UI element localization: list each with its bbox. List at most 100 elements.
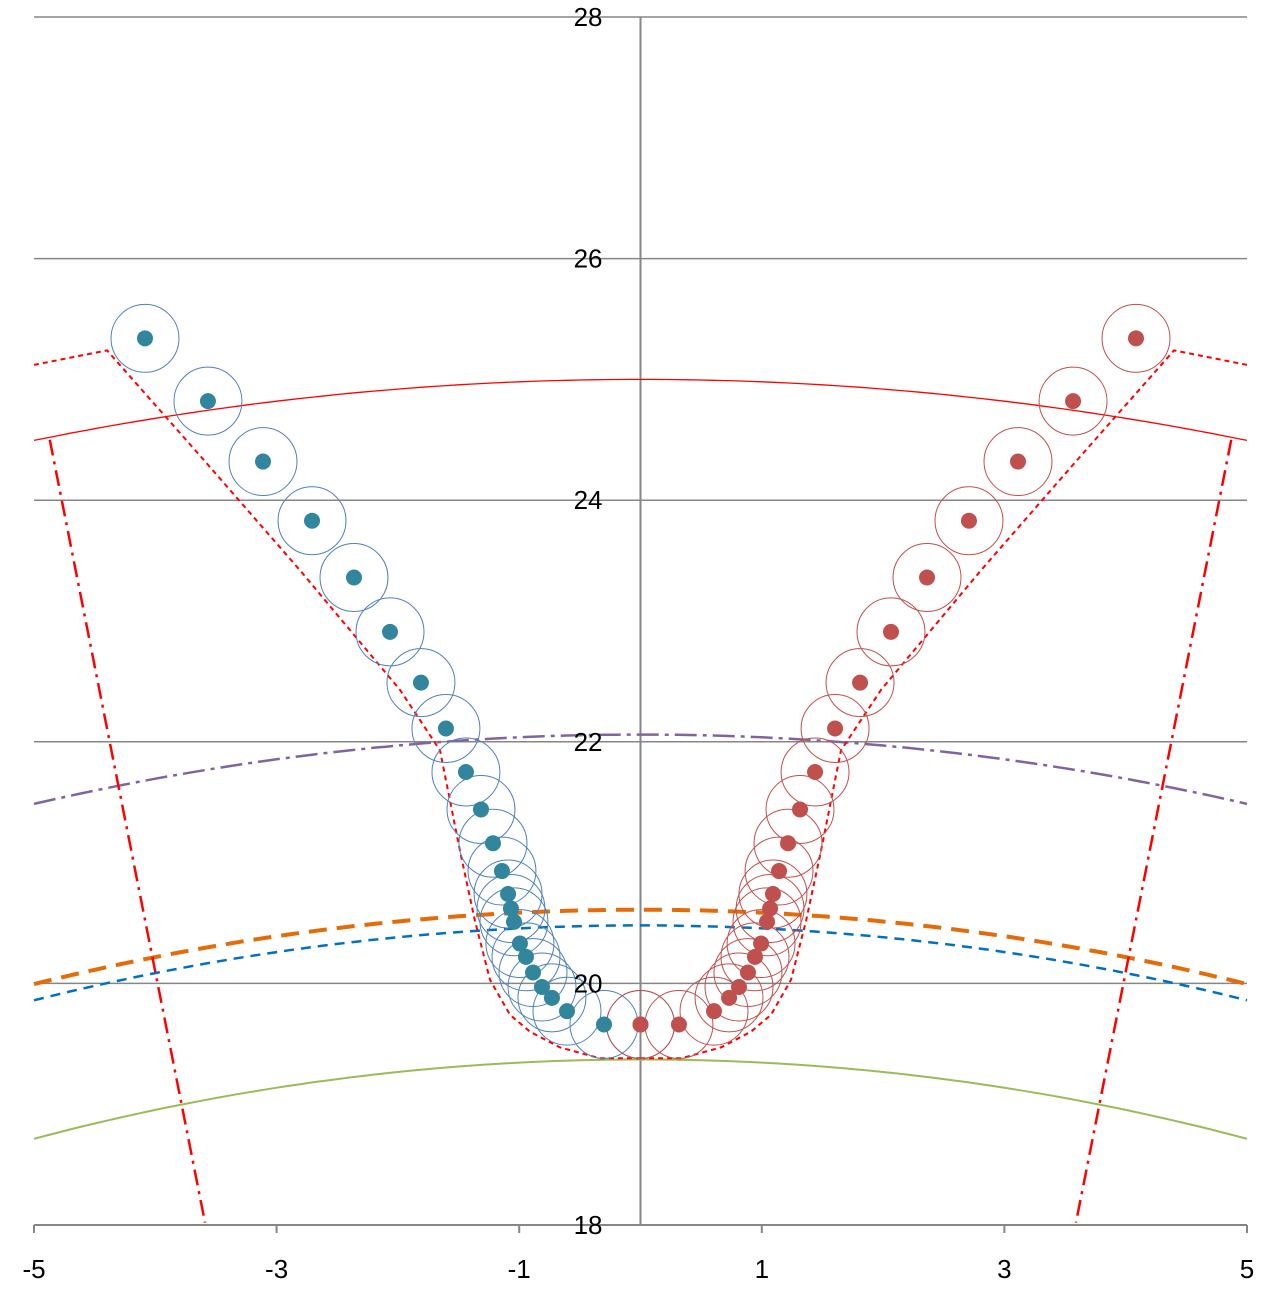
data-point	[543, 989, 560, 1006]
data-point	[525, 964, 542, 981]
data-point	[632, 1016, 649, 1033]
data-point	[493, 863, 510, 880]
data-point	[304, 512, 321, 529]
data-point	[762, 900, 779, 917]
radial-line-left	[48, 439, 207, 1223]
data-point	[1065, 393, 1082, 410]
point-ring	[704, 952, 774, 1022]
point-ring	[277, 486, 347, 556]
point-ring	[726, 909, 796, 979]
point-ring	[934, 486, 1004, 556]
data-point	[919, 569, 936, 586]
data-point	[484, 835, 501, 852]
point-ring	[765, 774, 835, 844]
data-point	[882, 623, 899, 640]
pitch-circle	[33, 733, 1248, 806]
point-ring	[431, 737, 501, 807]
data-point	[345, 569, 362, 586]
data-point	[739, 964, 756, 981]
point-ring	[110, 303, 180, 373]
tooth-profile-right	[640, 349, 1248, 1060]
y-tick-label: 22	[574, 727, 603, 757]
point-ring	[446, 774, 516, 844]
data-point	[1128, 330, 1145, 347]
data-point	[500, 886, 517, 903]
point-ring	[753, 808, 823, 878]
y-tick-label: 18	[574, 1210, 603, 1240]
point-ring	[386, 648, 456, 718]
data-point	[517, 948, 534, 965]
point-ring	[892, 543, 962, 612]
point-ring	[983, 427, 1053, 497]
point-ring	[228, 427, 298, 497]
profile-curves	[33, 349, 1248, 1223]
y-tick-label: 24	[574, 485, 603, 515]
data-point	[505, 913, 522, 930]
data-point	[706, 1003, 723, 1020]
data-point	[753, 935, 770, 952]
y-tick-label: 28	[574, 2, 603, 32]
point-ring	[467, 836, 537, 906]
data-point	[747, 948, 764, 965]
data-point	[558, 1003, 575, 1020]
x-tick-label: 1	[755, 1254, 769, 1284]
data-point	[412, 674, 429, 691]
point-ring	[517, 963, 587, 1033]
data-point	[511, 935, 528, 952]
tip-circle	[33, 378, 1248, 442]
data-point	[730, 979, 747, 996]
point-ring	[679, 976, 749, 1046]
data-point	[780, 835, 797, 852]
data-point	[771, 863, 788, 880]
axes	[33, 17, 1248, 1233]
point-ring	[507, 952, 577, 1022]
point-ring	[319, 543, 389, 612]
point-ring	[411, 694, 481, 763]
root-circle	[33, 1058, 1248, 1140]
x-tick-label: -5	[22, 1254, 45, 1284]
data-point	[502, 900, 519, 917]
point-ring	[485, 909, 555, 979]
data-point	[759, 913, 776, 930]
data-point	[457, 764, 474, 780]
data-point	[1009, 453, 1026, 470]
tick-labels: 18 20 22 24 26 28 -5 -3 -1 1 3 5	[22, 2, 1254, 1284]
y-tick-label: 26	[574, 244, 603, 274]
data-points	[110, 303, 1171, 1059]
point-ring	[458, 808, 528, 878]
point-ring	[532, 976, 602, 1046]
point-ring	[173, 366, 243, 436]
point-ring	[694, 963, 764, 1033]
data-point	[437, 720, 454, 737]
point-ring	[491, 922, 561, 992]
point-ring	[479, 887, 549, 957]
point-ring	[1101, 303, 1171, 373]
x-tick-label: -1	[508, 1254, 531, 1284]
data-point	[807, 764, 824, 780]
x-tick-label: 5	[1240, 1254, 1254, 1284]
point-ring	[732, 887, 802, 957]
data-point	[534, 979, 551, 996]
blue-circle	[33, 924, 1248, 1002]
point-ring	[856, 597, 926, 667]
x-tick-label: -3	[265, 1254, 288, 1284]
point-ring	[780, 737, 850, 807]
data-point	[960, 512, 977, 529]
point-ring	[720, 922, 790, 992]
data-point	[136, 330, 153, 347]
point-ring	[1038, 366, 1108, 436]
data-point	[595, 1016, 612, 1033]
tooth-profile-left	[33, 349, 641, 1060]
point-ring	[744, 836, 814, 906]
data-point	[199, 393, 216, 410]
data-point	[827, 720, 844, 737]
point-ring	[825, 648, 895, 718]
orange-circle	[33, 907, 1248, 987]
data-point	[670, 1016, 687, 1033]
x-tick-label: 3	[997, 1254, 1011, 1284]
data-point	[792, 801, 809, 818]
data-point	[721, 989, 738, 1006]
data-point	[255, 453, 272, 470]
data-point	[472, 801, 489, 818]
